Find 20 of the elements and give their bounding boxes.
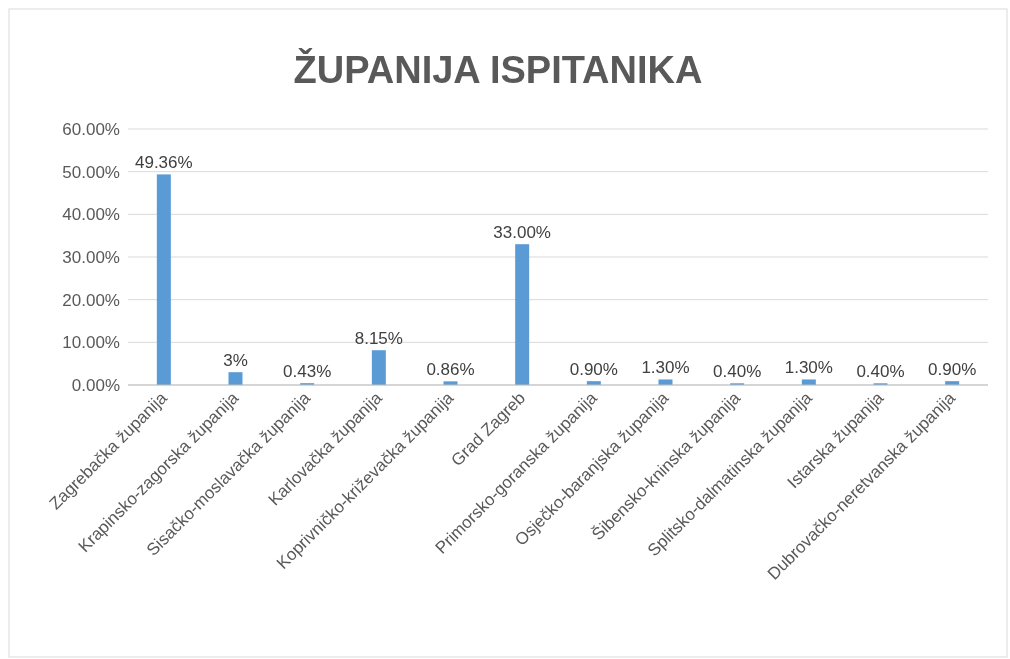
data-label: 0.40% — [856, 362, 905, 382]
y-tick-label: 50.00% — [62, 162, 120, 182]
y-tick-label: 0.00% — [71, 375, 120, 395]
data-label: 0.86% — [426, 360, 475, 380]
data-label: 1.30% — [784, 358, 833, 378]
data-label: 0.43% — [283, 362, 332, 382]
data-label: 8.15% — [354, 329, 403, 349]
data-label: 0.40% — [713, 362, 762, 382]
y-tick-label: 10.00% — [62, 333, 120, 353]
data-label: 1.30% — [641, 358, 690, 378]
y-tick-label: 60.00% — [62, 119, 120, 139]
y-tick-label: 20.00% — [62, 290, 120, 310]
data-label: 0.90% — [569, 360, 618, 380]
y-tick-label: 40.00% — [62, 205, 120, 225]
chart-title: ŽUPANIJA ISPITANIKA — [293, 48, 703, 91]
y-tick-label: 30.00% — [62, 247, 120, 267]
data-label: 0.90% — [928, 360, 977, 380]
data-label: 33.00% — [493, 223, 551, 243]
data-label: 3% — [223, 351, 248, 371]
data-label: 49.36% — [135, 153, 193, 173]
